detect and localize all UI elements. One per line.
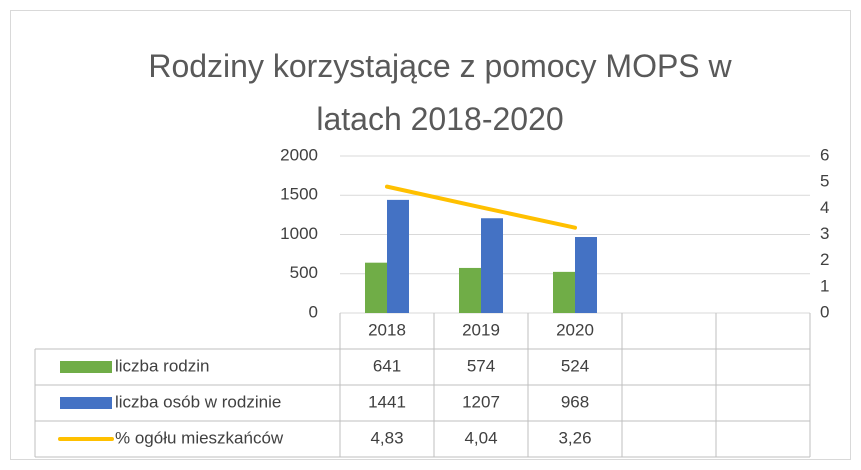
bar xyxy=(459,267,481,313)
line-series xyxy=(385,184,577,230)
legend-label: % ogółu mieszkańców xyxy=(115,428,284,447)
legend-label: liczba osób w rodzinie xyxy=(115,392,281,411)
legend-key xyxy=(60,361,112,373)
y2-tick-label: 5 xyxy=(820,172,829,191)
table-value: 574 xyxy=(467,356,495,375)
x-tick-label: 2018 xyxy=(368,320,406,339)
y-tick-label: 1500 xyxy=(280,185,318,204)
y2-tick-label: 2 xyxy=(820,250,829,269)
bar xyxy=(481,218,503,313)
y2-tick-label: 1 xyxy=(820,276,829,295)
table-value: 4,04 xyxy=(464,428,497,447)
table-value: 524 xyxy=(561,356,589,375)
table-value: 1207 xyxy=(462,392,500,411)
bar xyxy=(365,262,387,313)
y2-tick-label: 6 xyxy=(820,145,829,164)
bar xyxy=(387,199,409,313)
bar xyxy=(575,237,597,313)
y-tick-label: 500 xyxy=(290,263,318,282)
y-tick-label: 1000 xyxy=(280,224,318,243)
y-tick-label: 2000 xyxy=(280,145,318,164)
chart-title: Rodziny korzystające z pomocy MOPS w lat… xyxy=(148,48,732,137)
y-tick-label: 0 xyxy=(309,302,318,321)
x-tick-label: 2019 xyxy=(462,320,500,339)
y2-tick-label: 3 xyxy=(820,224,829,243)
y2-tick-label: 0 xyxy=(820,302,829,321)
table-value: 641 xyxy=(373,356,401,375)
table-value: 1441 xyxy=(368,392,406,411)
y2-tick-label: 4 xyxy=(820,198,829,217)
table-value: 968 xyxy=(561,392,589,411)
table-value: 3,26 xyxy=(558,428,591,447)
legend-label: liczba rodzin xyxy=(115,356,210,375)
table-value: 4,83 xyxy=(370,428,403,447)
bar xyxy=(553,271,575,313)
x-tick-label: 2020 xyxy=(556,320,594,339)
legend-key xyxy=(60,397,112,409)
